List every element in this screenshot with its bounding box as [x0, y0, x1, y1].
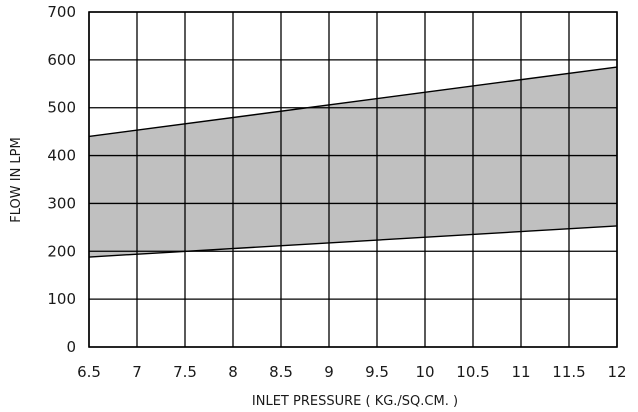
- x-tick-label: 10: [415, 363, 434, 381]
- x-tick-labels: 6.5 7 7.5 8 8.5 9 9.5 10 10.5 11 11.5 12: [77, 363, 626, 381]
- x-tick-label: 7: [132, 363, 142, 381]
- band-lines: [88, 11, 618, 348]
- y-tick-label: 400: [47, 147, 76, 165]
- x-tick-label: 7.5: [173, 363, 197, 381]
- x-tick-label: 9: [324, 363, 334, 381]
- upper-flow-line: [88, 66, 618, 138]
- y-tick-label: 200: [47, 242, 76, 260]
- y-tick-labels: 0 100 200 300 400 500 600 700: [47, 3, 76, 356]
- x-tick-label: 10.5: [456, 363, 489, 381]
- flow-range-area: [89, 67, 617, 258]
- y-tick-label: 700: [47, 3, 76, 21]
- y-axis-title: FLOW IN LPM: [9, 137, 24, 222]
- y-tick-label: 300: [47, 194, 76, 212]
- x-tick-label: 11.5: [552, 363, 585, 381]
- y-tick-label: 100: [47, 290, 76, 308]
- flow-band: [89, 67, 617, 258]
- x-tick-label: 6.5: [77, 363, 101, 381]
- x-tick-label: 8.5: [269, 363, 293, 381]
- x-tick-label: 12: [607, 363, 626, 381]
- x-axis-title: INLET PRESSURE ( KG./SQ.CM. ): [252, 394, 458, 409]
- x-tick-label: 9.5: [365, 363, 389, 381]
- y-tick-label: 600: [47, 51, 76, 69]
- y-tick-label: 500: [47, 99, 76, 117]
- lower-flow-line: [88, 225, 618, 258]
- y-tick-label: 0: [66, 338, 76, 356]
- x-tick-label: 8: [228, 363, 238, 381]
- x-tick-label: 11: [511, 363, 530, 381]
- plot-frame: [88, 11, 618, 348]
